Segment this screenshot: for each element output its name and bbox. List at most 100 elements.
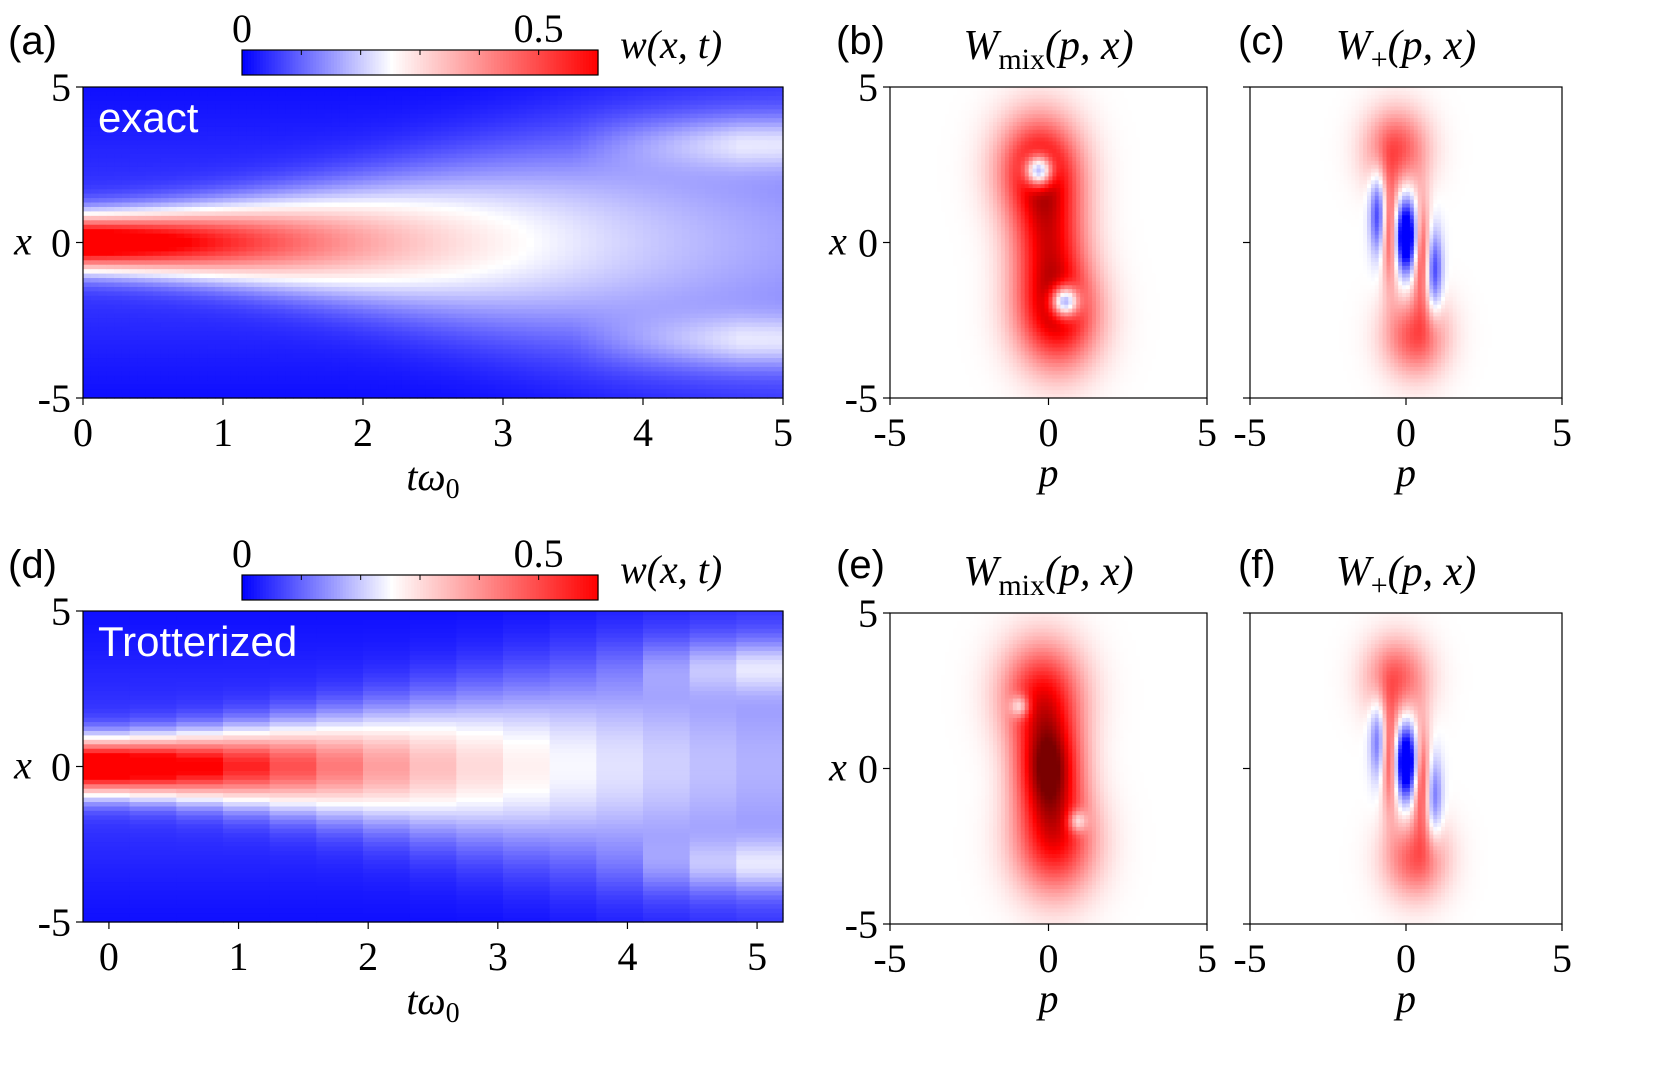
heatmap-cell — [619, 322, 629, 328]
heatmap-cell — [199, 87, 209, 93]
heatmap-cell — [495, 309, 504, 315]
heatmap-cell — [324, 175, 333, 181]
heatmap-cell — [308, 122, 317, 128]
heatmap-cell — [254, 255, 263, 261]
heatmap-cell — [619, 118, 629, 124]
heatmap-cell — [129, 264, 139, 270]
heatmap-cell — [518, 198, 527, 204]
heatmap-cell — [129, 291, 139, 297]
heatmap-cell — [549, 393, 559, 399]
heatmap-cell — [573, 375, 582, 381]
heatmap-cell — [363, 304, 372, 310]
heatmap-cell — [261, 309, 271, 315]
heatmap-cell — [440, 273, 450, 279]
heatmap-cell — [495, 295, 504, 301]
heatmap-cell — [503, 353, 512, 359]
heatmap-cell — [573, 224, 582, 230]
heatmap-cell — [106, 118, 115, 124]
heatmap-cell — [619, 238, 629, 244]
heatmap-cell — [433, 118, 442, 124]
heatmap-cell — [83, 180, 92, 186]
heatmap-cell — [487, 318, 496, 324]
heatmap-cell — [308, 100, 317, 106]
heatmap-cell — [106, 380, 115, 386]
heatmap-cell — [549, 255, 559, 261]
heatmap-cell — [121, 260, 131, 266]
heatmap-cell — [370, 246, 380, 252]
heatmap-cell — [518, 180, 527, 186]
heatmap-cell — [121, 340, 131, 346]
heatmap-cell — [503, 295, 512, 301]
heatmap-cell — [215, 229, 224, 235]
heatmap-cell — [370, 91, 380, 97]
heatmap-cell — [168, 278, 177, 284]
heatmap-cell — [363, 344, 372, 350]
heatmap-cell — [285, 149, 294, 155]
heatmap-cell — [184, 206, 193, 212]
heatmap-cell — [619, 215, 629, 221]
heatmap-cell — [526, 255, 535, 261]
heatmap-cell — [526, 349, 535, 355]
heatmap-cell — [386, 233, 395, 239]
heatmap-cell — [503, 309, 512, 315]
heatmap-cell — [526, 313, 535, 319]
heatmap-cell — [347, 166, 356, 173]
heatmap-cell — [565, 384, 574, 390]
heatmap-cell — [386, 269, 395, 275]
heatmap-cell — [534, 362, 543, 368]
heatmap-cell — [433, 211, 442, 217]
heatmap-cell — [207, 180, 216, 186]
heatmap-cell — [495, 304, 504, 310]
heatmap-cell — [145, 109, 154, 115]
heatmap-cell — [324, 87, 333, 93]
heatmap-cell — [153, 335, 162, 341]
heatmap-cell — [557, 313, 566, 319]
heatmap-cell — [596, 362, 605, 368]
heatmap-cell — [604, 144, 613, 150]
heatmap-cell — [277, 371, 286, 377]
heatmap-cell — [355, 122, 364, 128]
heatmap-cell — [90, 233, 100, 239]
heatmap-cell — [604, 331, 613, 337]
heatmap-cell — [246, 340, 255, 346]
heatmap-cell — [160, 211, 170, 217]
heatmap-cell — [153, 87, 162, 93]
heatmap-cell — [378, 171, 387, 177]
heatmap-cell — [518, 366, 527, 372]
heatmap-cell — [316, 198, 325, 204]
heatmap-cell — [191, 118, 201, 124]
heatmap-cell — [199, 380, 209, 386]
heatmap-cell — [363, 175, 372, 181]
heatmap-cell — [394, 300, 403, 306]
heatmap-cell — [285, 126, 294, 133]
heatmap-cell — [409, 349, 419, 355]
heatmap-cell — [176, 335, 185, 341]
heatmap-cell — [324, 309, 333, 315]
heatmap-cell — [611, 375, 621, 381]
heatmap-cell — [588, 184, 597, 190]
heatmap-cell — [308, 286, 317, 292]
heatmap-cell — [596, 109, 605, 115]
heatmap-cell — [137, 340, 146, 346]
heatmap-cell — [363, 238, 372, 244]
heatmap-cell — [534, 162, 543, 168]
heatmap-cell — [596, 251, 605, 257]
heatmap-cell — [121, 144, 131, 150]
heatmap-cell — [596, 273, 605, 279]
heatmap-cell — [145, 206, 154, 212]
heatmap-cell — [611, 189, 621, 195]
heatmap-cell — [191, 331, 201, 337]
heatmap-cell — [168, 206, 177, 212]
heatmap-cell — [448, 246, 457, 252]
heatmap-cell — [526, 380, 535, 386]
heatmap-cell — [409, 100, 419, 106]
heatmap-cell — [588, 215, 597, 221]
heatmap-cell — [238, 393, 247, 399]
heatmap-cell — [627, 175, 636, 181]
heatmap-cell — [401, 269, 411, 275]
heatmap-cell — [339, 122, 349, 128]
heatmap-cell — [464, 246, 473, 252]
heatmap-cell — [635, 104, 644, 110]
heatmap-cell — [168, 340, 177, 346]
heatmap-cell — [479, 331, 489, 337]
